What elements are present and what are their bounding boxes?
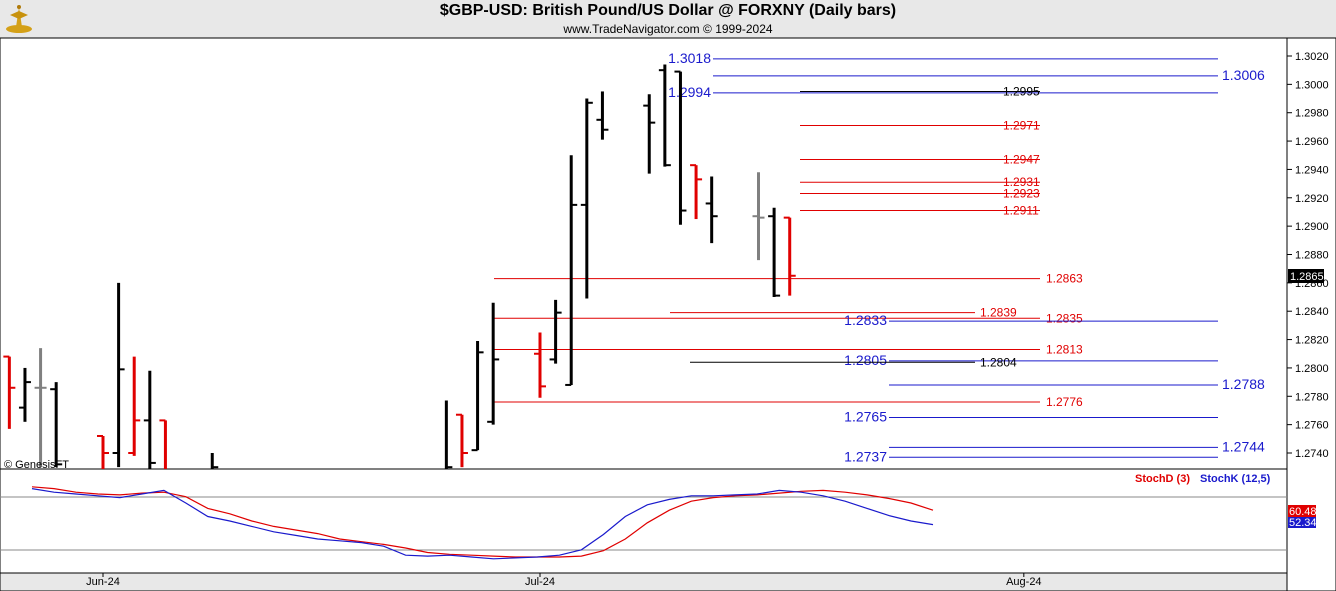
- stochK-value-tag: [1288, 517, 1316, 528]
- level-label: 1.2805: [844, 352, 887, 368]
- level-label: 1.2833: [844, 312, 887, 328]
- ohlc-bar: [143, 370, 156, 469]
- stochastic-panel: [0, 468, 1288, 574]
- level-label: 1.2863: [1046, 272, 1083, 286]
- chart-subtitle: www.TradeNavigator.com © 1999-2024: [563, 22, 773, 36]
- level-label: 1.2835: [1046, 311, 1083, 325]
- ohlc-bar: [534, 332, 546, 398]
- y-tick-label: 1.2840: [1295, 306, 1329, 318]
- stochK-value: 52.34: [1289, 517, 1317, 529]
- y-tick-label: 1.2780: [1295, 391, 1329, 403]
- y-tick-label: 1.2880: [1295, 250, 1329, 262]
- last-price-label: 1.2865: [1290, 271, 1324, 283]
- ohlc-bar: [471, 340, 484, 452]
- level-label: 1.2923: [1003, 187, 1040, 201]
- level-label: 1.3006: [1222, 67, 1265, 83]
- level-label: 1.2931: [1003, 175, 1040, 189]
- y-tick-label: 1.3020: [1295, 51, 1329, 63]
- price-panel: [0, 37, 1288, 470]
- ohlc-bar: [690, 164, 703, 220]
- level-label: 1.3018: [668, 50, 711, 66]
- chart-header: $GBP-USD: British Pound/US Dollar @ FORX…: [0, 0, 1336, 38]
- chart-title: $GBP-USD: British Pound/US Dollar @ FORX…: [439, 2, 897, 19]
- stochD-value-tag: [1288, 505, 1316, 517]
- stochK-legend: StochK (12,5): [1200, 473, 1271, 485]
- ohlc-bar: [97, 434, 109, 469]
- ohlc-bar: [444, 400, 453, 469]
- level-label: 1.2788: [1222, 376, 1265, 392]
- ohlc-bar: [674, 70, 687, 225]
- level-label: 1.2744: [1222, 438, 1265, 454]
- ohlc-bar: [658, 64, 671, 167]
- stochK-line: [31, 488, 934, 560]
- ohlc-bar: [50, 382, 63, 468]
- ohlc-bar: [18, 367, 31, 422]
- x-tick-label: Jul-24: [525, 576, 555, 588]
- level-label: 1.2737: [844, 448, 887, 464]
- x-tick-label: Jun-24: [86, 576, 120, 588]
- y-tick-label: 1.2900: [1295, 221, 1329, 233]
- date-axis: [0, 572, 1288, 591]
- ohlc-bar: [643, 94, 656, 174]
- stochD-value: 60.48: [1289, 506, 1317, 518]
- ohlc-bar: [128, 356, 141, 456]
- level-label: 1.2995: [1003, 84, 1040, 98]
- ohlc-bar: [783, 216, 796, 296]
- y-tick-label: 1.2960: [1295, 136, 1329, 148]
- ohlc-bar: [596, 91, 609, 140]
- level-label: 1.2911: [1003, 204, 1039, 218]
- trade-navigator-logo-icon: [6, 5, 32, 33]
- y-tick-label: 1.2940: [1295, 164, 1329, 176]
- ohlc-bar: [565, 155, 578, 386]
- ohlc-bar: [752, 172, 765, 261]
- last-price-tag: [1288, 269, 1324, 283]
- y-tick-label: 1.2920: [1295, 193, 1329, 205]
- ohlc-bar: [112, 282, 125, 468]
- y-tick-label: 1.2980: [1295, 108, 1329, 120]
- level-label: 1.2813: [1046, 342, 1083, 356]
- level-label: 1.2804: [980, 355, 1017, 369]
- y-tick-label: 1.2760: [1295, 420, 1329, 432]
- x-tick-label: Aug-24: [1006, 576, 1041, 588]
- stochD-legend: StochD (3): [1135, 473, 1190, 485]
- ohlc-bar: [768, 207, 781, 298]
- ohlc-bar: [487, 302, 500, 425]
- ohlc-bar: [3, 355, 16, 429]
- level-label: 1.2776: [1046, 395, 1083, 409]
- level-label: 1.2765: [844, 409, 887, 425]
- price-axis: [1286, 37, 1336, 591]
- y-tick-label: 1.3000: [1295, 79, 1329, 91]
- level-label: 1.2994: [668, 84, 711, 100]
- ohlc-bar: [210, 453, 219, 469]
- ohlc-bar: [705, 176, 718, 244]
- level-label: 1.2971: [1003, 118, 1040, 132]
- level-label: 1.2947: [1003, 153, 1040, 167]
- y-tick-label: 1.2740: [1295, 448, 1329, 460]
- ohlc-bar: [159, 419, 167, 469]
- y-tick-label: 1.2820: [1295, 335, 1329, 347]
- stochD-line: [31, 486, 934, 558]
- level-label: 1.2839: [980, 306, 1017, 320]
- y-tick-label: 1.2800: [1295, 363, 1329, 375]
- ohlc-bar: [549, 299, 562, 364]
- ohlc-bar: [455, 413, 468, 468]
- ohlc-bar: [580, 98, 593, 299]
- ohlc-bar: [34, 348, 47, 468]
- watermark-text: © GenesisFT: [4, 459, 69, 471]
